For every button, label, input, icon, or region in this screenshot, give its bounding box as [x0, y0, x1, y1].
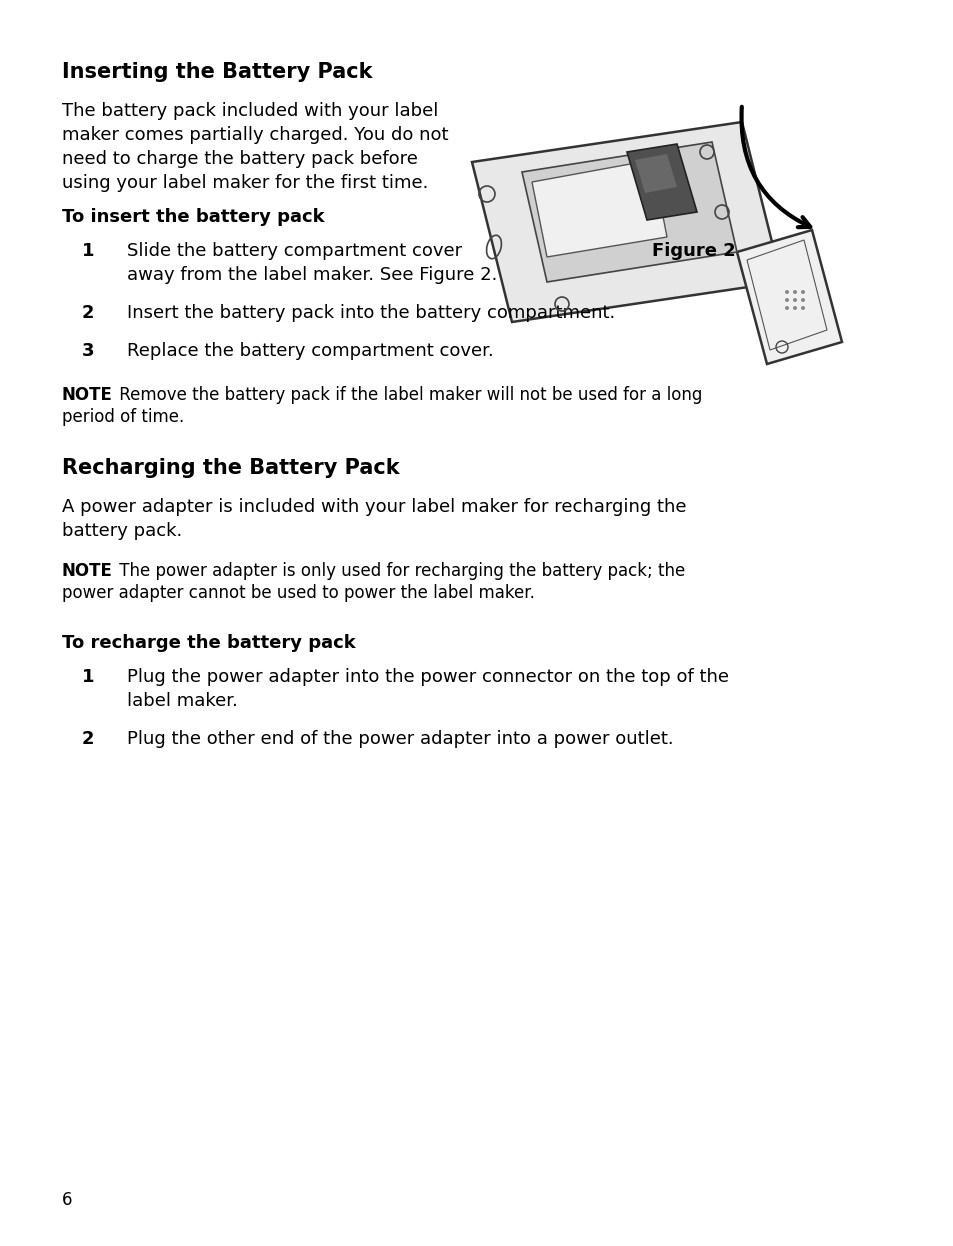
Text: maker comes partially charged. You do not: maker comes partially charged. You do no…: [62, 126, 448, 145]
Text: Plug the power adapter into the power connector on the top of the: Plug the power adapter into the power co…: [127, 668, 728, 687]
Text: A power adapter is included with your label maker for recharging the: A power adapter is included with your la…: [62, 498, 686, 516]
Text: The power adapter is only used for recharging the battery pack; the: The power adapter is only used for recha…: [113, 562, 684, 579]
Text: 2: 2: [82, 730, 94, 748]
Circle shape: [801, 290, 804, 294]
Text: period of time.: period of time.: [62, 407, 184, 426]
Text: label maker.: label maker.: [127, 692, 237, 710]
Text: Figure 2: Figure 2: [651, 242, 735, 260]
Circle shape: [784, 290, 788, 294]
Text: Inserting the Battery Pack: Inserting the Battery Pack: [62, 62, 372, 82]
Circle shape: [784, 298, 788, 302]
Text: power adapter cannot be used to power the label maker.: power adapter cannot be used to power th…: [62, 584, 535, 602]
Text: NOTE: NOTE: [62, 562, 112, 579]
Text: 1: 1: [82, 242, 94, 260]
Text: battery pack.: battery pack.: [62, 522, 182, 540]
Polygon shape: [635, 155, 677, 193]
Text: using your label maker for the first time.: using your label maker for the first tim…: [62, 174, 428, 192]
Circle shape: [801, 298, 804, 302]
Polygon shape: [737, 231, 841, 364]
Text: Replace the battery compartment cover.: Replace the battery compartment cover.: [127, 341, 494, 360]
Circle shape: [801, 307, 804, 310]
Circle shape: [792, 290, 796, 294]
Circle shape: [792, 307, 796, 310]
Circle shape: [784, 307, 788, 310]
Text: To recharge the battery pack: To recharge the battery pack: [62, 634, 355, 652]
Text: away from the label maker. See Figure 2.: away from the label maker. See Figure 2.: [127, 265, 497, 284]
Text: Plug the other end of the power adapter into a power outlet.: Plug the other end of the power adapter …: [127, 730, 673, 748]
Polygon shape: [626, 145, 697, 221]
Text: Recharging the Battery Pack: Recharging the Battery Pack: [62, 459, 399, 478]
Text: To insert the battery pack: To insert the battery pack: [62, 208, 324, 226]
Text: 3: 3: [82, 341, 94, 360]
Polygon shape: [521, 142, 737, 282]
Text: The battery pack included with your label: The battery pack included with your labe…: [62, 102, 438, 120]
Text: Remove the battery pack if the label maker will not be used for a long: Remove the battery pack if the label mak…: [113, 386, 701, 404]
Text: Insert the battery pack into the battery compartment.: Insert the battery pack into the battery…: [127, 304, 615, 321]
Polygon shape: [472, 122, 781, 321]
Polygon shape: [532, 159, 666, 257]
Text: Slide the battery compartment cover: Slide the battery compartment cover: [127, 242, 461, 260]
Text: 2: 2: [82, 304, 94, 321]
Text: NOTE: NOTE: [62, 386, 112, 404]
Text: 1: 1: [82, 668, 94, 687]
Text: 6: 6: [62, 1191, 72, 1209]
Text: need to charge the battery pack before: need to charge the battery pack before: [62, 150, 417, 168]
Circle shape: [792, 298, 796, 302]
